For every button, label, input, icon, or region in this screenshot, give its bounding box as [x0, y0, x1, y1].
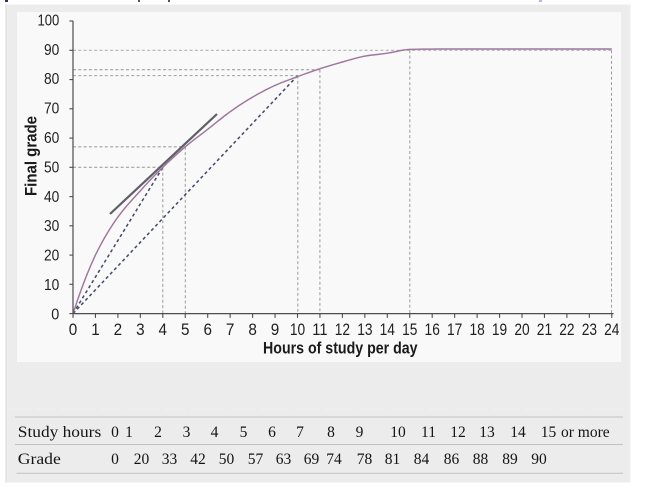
svg-text:20: 20	[514, 321, 529, 339]
svg-text:0: 0	[69, 321, 78, 339]
svg-text:16: 16	[425, 321, 440, 339]
svg-text:74: 74	[326, 451, 342, 468]
svg-text:12: 12	[450, 424, 466, 441]
svg-text:8: 8	[327, 424, 335, 441]
svg-text:63: 63	[276, 451, 292, 468]
svg-text:0: 0	[51, 306, 59, 323]
svg-text:2: 2	[114, 321, 123, 339]
svg-text:1: 1	[91, 321, 100, 339]
svg-text:23: 23	[582, 321, 597, 339]
svg-text:13: 13	[357, 321, 372, 339]
svg-text:6: 6	[203, 321, 212, 339]
svg-text:2: 2	[154, 424, 162, 441]
svg-text:18: 18	[469, 321, 484, 339]
svg-text:4: 4	[159, 321, 168, 339]
svg-text:20: 20	[134, 451, 150, 468]
svg-text:Hours of study per day: Hours of study per day	[263, 339, 418, 358]
svg-text:or more: or more	[561, 424, 610, 441]
svg-text:Final grade: Final grade	[23, 116, 41, 196]
svg-text:10: 10	[390, 424, 406, 441]
svg-text:22: 22	[559, 321, 574, 339]
svg-text:7: 7	[296, 424, 304, 441]
svg-text:12: 12	[335, 321, 350, 339]
svg-text:15: 15	[402, 321, 417, 339]
svg-text:40: 40	[44, 189, 59, 206]
svg-text:14: 14	[380, 321, 395, 339]
svg-text:80: 80	[44, 71, 59, 88]
svg-text:7: 7	[226, 321, 235, 339]
svg-text:9: 9	[356, 424, 364, 441]
svg-text:15: 15	[541, 424, 557, 441]
svg-text:0: 0	[111, 424, 119, 441]
svg-text:78: 78	[357, 451, 373, 468]
svg-text:33: 33	[162, 451, 178, 468]
svg-text:9: 9	[271, 321, 280, 339]
svg-text:81: 81	[385, 451, 401, 468]
svg-text:70: 70	[44, 101, 59, 118]
svg-text:30: 30	[44, 218, 59, 235]
svg-text:5: 5	[181, 321, 190, 339]
svg-text:60: 60	[44, 130, 59, 147]
svg-text:Grade: Grade	[18, 451, 61, 468]
svg-text:11: 11	[312, 321, 327, 339]
svg-text:69: 69	[304, 451, 320, 468]
svg-text:50: 50	[44, 159, 59, 176]
svg-text:57: 57	[248, 451, 264, 468]
svg-text:20: 20	[44, 248, 59, 265]
svg-text:1: 1	[125, 424, 133, 441]
svg-text:21: 21	[537, 321, 552, 339]
svg-text:24: 24	[604, 321, 619, 339]
svg-text:8: 8	[248, 321, 257, 339]
svg-text:6: 6	[268, 424, 276, 441]
svg-text:100: 100	[38, 12, 60, 29]
svg-text:10: 10	[44, 277, 59, 294]
svg-text:3: 3	[183, 424, 191, 441]
svg-text:0: 0	[111, 451, 119, 468]
svg-text:90: 90	[531, 451, 547, 468]
svg-text:42: 42	[190, 451, 206, 468]
svg-text:89: 89	[502, 451, 518, 468]
svg-text:13: 13	[479, 424, 495, 441]
svg-text:11: 11	[421, 424, 436, 441]
svg-text:84: 84	[414, 451, 430, 468]
svg-text:5: 5	[240, 424, 248, 441]
svg-text:17: 17	[447, 321, 462, 339]
svg-text:3: 3	[136, 321, 145, 339]
svg-text:4: 4	[211, 424, 219, 441]
svg-text:90: 90	[44, 42, 59, 59]
svg-text:19: 19	[492, 321, 507, 339]
svg-text:50: 50	[219, 451, 235, 468]
svg-text:Study hours: Study hours	[18, 424, 101, 441]
svg-text:86: 86	[444, 451, 460, 468]
svg-text:14: 14	[510, 424, 526, 441]
svg-text:10: 10	[290, 321, 305, 339]
svg-text:88: 88	[473, 451, 489, 468]
